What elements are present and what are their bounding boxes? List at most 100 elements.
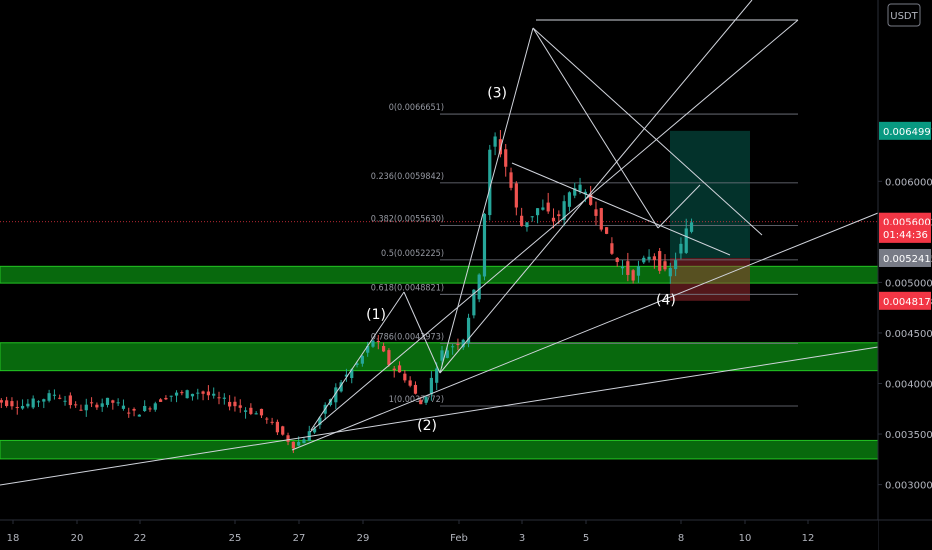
candle [562,195,566,227]
candle [169,395,173,402]
candle [206,385,210,401]
candle-body [679,243,683,254]
candle [63,395,67,406]
candle [599,207,603,232]
support-zone [0,439,879,460]
candle [387,348,391,367]
candle [573,182,577,199]
candle-body [339,382,343,392]
candle [371,339,375,348]
trend-line [532,27,763,236]
candle [15,400,19,415]
candle [488,144,492,221]
candle [196,388,200,400]
candle-body [546,202,550,212]
candle-body [206,391,210,396]
candle-body [243,410,248,412]
candle-body [196,392,200,394]
candle [259,408,264,418]
currency-label: USDT [890,11,918,22]
candle-body [461,339,465,348]
candle [403,370,407,383]
candle-body [318,417,322,425]
candle-body [472,289,476,316]
candle-body [514,183,518,208]
candle [127,407,131,418]
candle [525,222,529,232]
fib-level-label: 0.786(0.0043973) [371,332,444,342]
trend-line [532,27,659,229]
candle-body [238,405,242,408]
candle-body [20,405,25,409]
candle-body [535,208,540,216]
price-badge: 0.0064991 [879,121,932,140]
candle [0,398,3,409]
candle [20,399,25,410]
candle-body [222,397,226,399]
candle [610,237,614,255]
time-axis [0,520,878,550]
trend-line [291,212,879,451]
candle [679,237,683,260]
candle [89,397,94,408]
candle-body [89,402,94,404]
candle-body [52,394,57,396]
price-badge: 0.0052415 [879,248,932,267]
candle-body [286,435,290,442]
candle-body [201,391,205,394]
candle [180,390,184,396]
candle [360,354,364,367]
candle-body [456,344,460,346]
fib-level-label: 0.618(0.0048821) [371,283,444,293]
candle-body [148,408,152,410]
target-zone [670,130,750,258]
candle-body [578,184,582,192]
candle [397,361,402,373]
candle-body [376,341,380,343]
time-tick-label: 12 [802,533,815,544]
candle [286,432,290,446]
candle [111,399,115,410]
candle-body [610,243,614,254]
candle-body [228,401,232,407]
candle [541,199,545,211]
price-badge-bg [879,291,931,310]
candle-body [403,373,407,381]
candle-body [647,256,651,260]
fib-level-label: 0.5(0.0052225) [381,249,444,259]
candle [270,417,274,425]
time-tick-label: 5 [583,533,589,544]
candle-body [84,404,88,411]
price-axis [878,0,932,550]
candle-body [509,172,513,188]
candle-body [5,400,9,406]
candle-body [599,208,603,230]
candle [26,399,30,409]
fib-level-label: 0(0.0066651) [389,103,444,113]
candle [493,132,497,156]
candle-body [281,426,285,435]
candle-body [583,191,587,195]
candle-body [291,441,295,449]
candle [74,401,78,408]
candle [185,389,189,399]
candle [631,269,635,284]
candle-body [530,216,534,218]
candle-body [488,149,492,216]
candle-body [254,413,258,415]
candle-body [642,257,646,263]
price-badge-text: 0.0048178 [883,297,932,308]
candle [647,249,651,263]
candle-body [58,397,62,399]
candle [254,411,258,415]
candle [642,255,646,264]
candle-body [424,396,428,403]
candle-body [387,350,391,365]
candle [504,144,508,177]
candle-body [413,384,418,394]
